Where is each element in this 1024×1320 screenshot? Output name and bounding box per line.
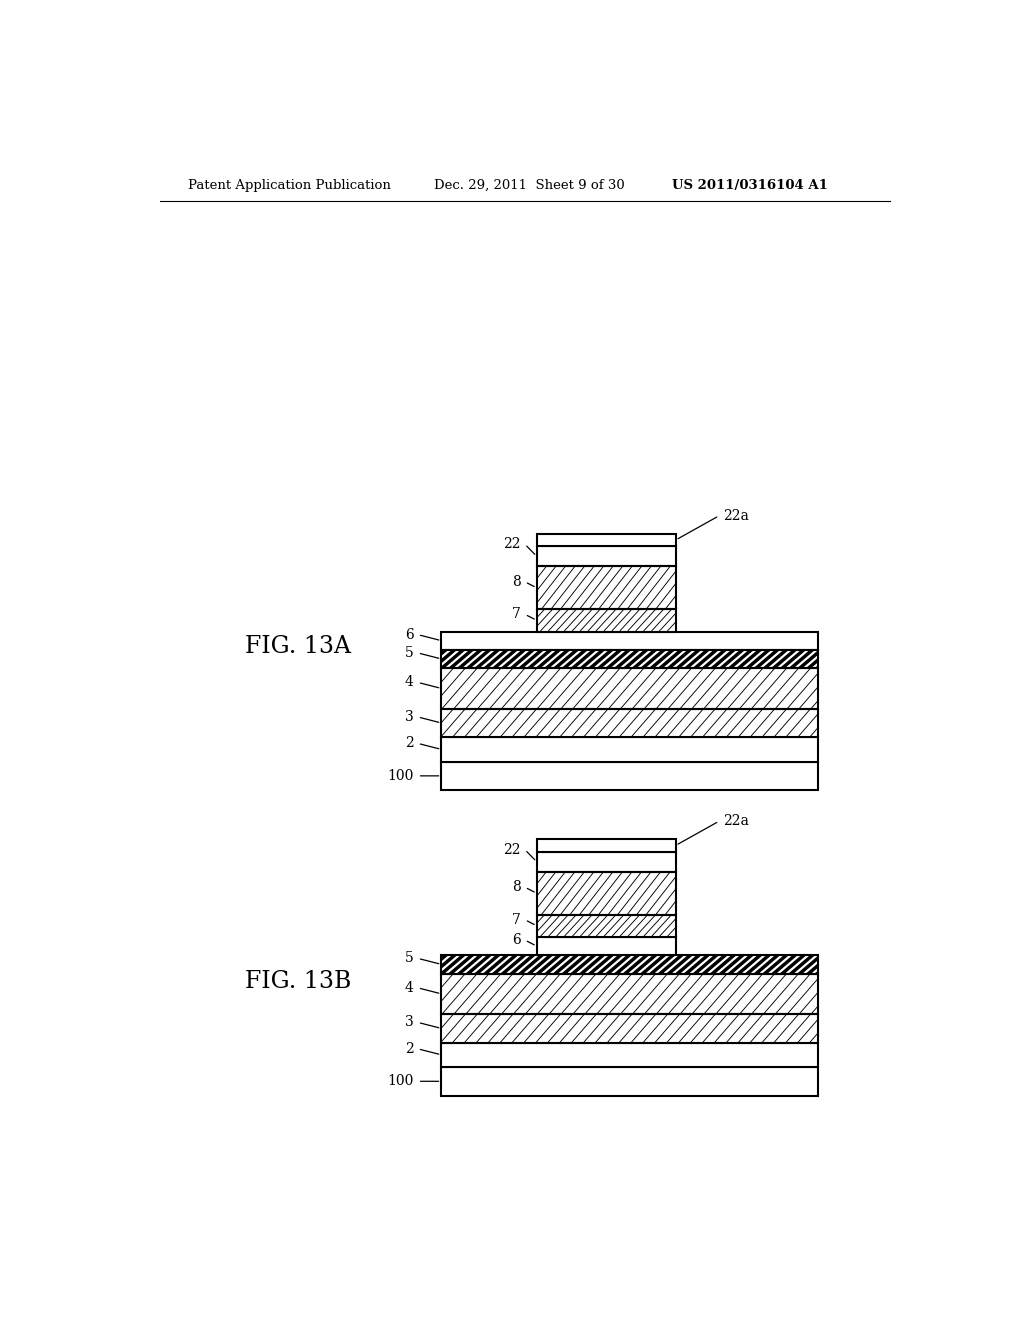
Text: Patent Application Publication: Patent Application Publication (187, 178, 390, 191)
Bar (441, 738, 818, 762)
Text: 4: 4 (404, 676, 414, 689)
Bar (441, 762, 818, 791)
Bar (537, 840, 676, 851)
Bar (441, 956, 818, 974)
Bar (441, 668, 818, 709)
Bar (537, 873, 676, 915)
Bar (441, 709, 818, 738)
Text: 7: 7 (512, 912, 521, 927)
Bar (441, 1014, 818, 1043)
Bar (537, 609, 676, 631)
Bar (537, 566, 676, 609)
Bar (537, 609, 676, 631)
Bar (441, 1043, 818, 1067)
Bar (441, 956, 818, 974)
Text: 22: 22 (504, 537, 521, 552)
Bar (537, 937, 676, 956)
Text: 7: 7 (512, 607, 521, 622)
Text: 4: 4 (404, 981, 414, 995)
Text: 6: 6 (404, 627, 414, 642)
Bar (441, 649, 818, 668)
Text: 5: 5 (404, 952, 414, 965)
Bar (537, 873, 676, 915)
Text: 5: 5 (404, 645, 414, 660)
Bar (441, 649, 818, 668)
Text: 6: 6 (512, 933, 521, 946)
Text: 100: 100 (387, 768, 414, 783)
Bar (441, 1067, 818, 1096)
Bar (537, 851, 676, 873)
Bar (537, 566, 676, 609)
Text: 22: 22 (504, 842, 521, 857)
Bar (537, 915, 676, 937)
Bar (441, 668, 818, 709)
Text: US 2011/0316104 A1: US 2011/0316104 A1 (672, 178, 827, 191)
Bar (441, 974, 818, 1014)
Bar (441, 709, 818, 738)
Text: 3: 3 (404, 710, 414, 723)
Text: FIG. 13A: FIG. 13A (246, 635, 351, 657)
Bar (537, 535, 676, 546)
Bar (441, 631, 818, 649)
Bar (441, 1014, 818, 1043)
Text: 22a: 22a (723, 814, 750, 828)
Text: Dec. 29, 2011  Sheet 9 of 30: Dec. 29, 2011 Sheet 9 of 30 (433, 178, 625, 191)
Text: 8: 8 (512, 574, 521, 589)
Text: 2: 2 (404, 737, 414, 750)
Text: 22a: 22a (723, 508, 750, 523)
Text: 8: 8 (512, 880, 521, 894)
Text: 3: 3 (404, 1015, 414, 1030)
Bar (441, 974, 818, 1014)
Bar (537, 915, 676, 937)
Text: 2: 2 (404, 1041, 414, 1056)
Bar (537, 546, 676, 566)
Text: 100: 100 (387, 1074, 414, 1088)
Text: FIG. 13B: FIG. 13B (246, 970, 352, 993)
